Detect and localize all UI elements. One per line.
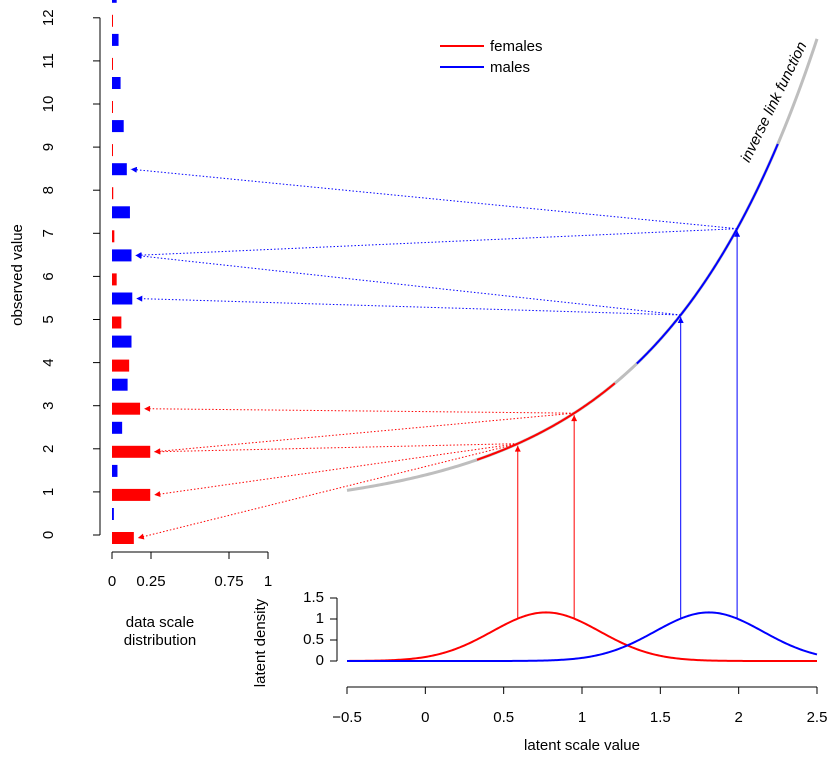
mapping-arrow-females-2 <box>154 443 518 455</box>
bar-females-8 <box>112 187 114 200</box>
inverse-link-females <box>476 382 616 461</box>
bar-females-0 <box>112 532 134 544</box>
x-tick-label-1: 0.25 <box>136 573 165 590</box>
data-scale-bars <box>112 0 151 544</box>
latent-densities <box>347 611 818 662</box>
bar-males-1 <box>112 464 118 477</box>
bar-females-9 <box>112 144 113 157</box>
y-tick-label-3: 3 <box>40 402 57 410</box>
mapping-arrow-females-0 <box>137 443 518 540</box>
y-tick-label-1: 1 <box>40 488 57 496</box>
latent-x-tick-label-4: 1.5 <box>650 709 671 726</box>
bar-males-5 <box>112 292 133 305</box>
y-tick-label-10: 10 <box>40 96 57 113</box>
legend-label-females: females <box>490 38 543 55</box>
latent-scale-title: latent scale value <box>524 737 640 754</box>
latent-x-tick-label-3: 1 <box>578 709 586 726</box>
latent-x-tick-label-6: 2.5 <box>807 709 828 726</box>
mapping-arrow-males-5 <box>136 295 681 316</box>
latent-x-tick-label-1: 0 <box>421 709 429 726</box>
bar-males-7 <box>112 206 130 219</box>
y-tick-label-8: 8 <box>40 186 57 194</box>
density-females <box>347 611 817 662</box>
x-tick-label-3: 1 <box>264 573 272 590</box>
bar-males-9 <box>112 120 124 133</box>
y-tick-label-7: 7 <box>40 229 57 237</box>
mapping-arrow-females-1 <box>154 443 518 498</box>
density-y-tick-label-0: 0 <box>316 652 324 669</box>
legend-label-males: males <box>490 59 530 76</box>
bar-females-7 <box>112 230 115 243</box>
legend: females males <box>440 38 543 76</box>
x-tick-label-0: 0 <box>108 573 116 590</box>
mapping-arrows <box>130 166 741 619</box>
bar-males-8 <box>112 163 127 176</box>
y-tick-label-12: 12 <box>40 9 57 26</box>
mapping-arrow-females-3 <box>144 405 575 414</box>
y-tick-label-6: 6 <box>40 272 57 280</box>
bar-females-12 <box>112 14 113 27</box>
bar-males-2 <box>112 421 123 434</box>
bar-females-11 <box>112 57 113 70</box>
inverse-link-curve <box>346 38 819 492</box>
y-tick-label-11: 11 <box>40 53 57 69</box>
bar-females-4 <box>112 359 130 372</box>
mapping-arrow-males-6 <box>135 228 738 259</box>
bar-males-12 <box>112 0 117 3</box>
density-y-tick-label-2: 1 <box>316 610 324 627</box>
bar-males-0 <box>112 508 114 520</box>
mapping-arrow-males-8 <box>130 166 738 230</box>
density-males <box>347 611 818 662</box>
inverse-link-full <box>346 38 819 492</box>
x-tick-label-2: 0.75 <box>214 573 243 590</box>
bar-females-2 <box>112 445 151 458</box>
density-y-tick-label-1: 0.5 <box>303 631 324 648</box>
bar-females-1 <box>112 488 151 501</box>
bar-females-10 <box>112 101 113 113</box>
latent-x-tick-label-2: 0.5 <box>493 709 514 726</box>
y-tick-label-0: 0 <box>40 531 57 539</box>
x-axis-title-line-1: data scale <box>126 614 194 631</box>
latent-x-tick-label-5: 2 <box>734 709 742 726</box>
inverse-link-annotation: inverse link function <box>737 39 810 165</box>
y-tick-label-9: 9 <box>40 143 57 151</box>
y-tick-label-2: 2 <box>40 445 57 453</box>
mapping-arrow-males-6 <box>135 253 681 316</box>
mapping-arrow-females-2 <box>154 412 575 455</box>
inverse-link-males <box>636 143 779 365</box>
bar-males-11 <box>112 33 119 46</box>
bar-males-4 <box>112 335 132 348</box>
x-axis-title-line-2: distribution <box>124 632 197 649</box>
bar-males-10 <box>112 77 121 89</box>
density-y-tick-label-3: 1.5 <box>303 589 324 606</box>
bar-females-6 <box>112 273 117 286</box>
latent-density-title: latent density <box>252 598 269 687</box>
y-tick-label-4: 4 <box>40 358 57 366</box>
bar-females-5 <box>112 316 122 329</box>
bar-females-3 <box>112 402 141 415</box>
y-tick-label-5: 5 <box>40 315 57 323</box>
latent-axes: 0 0.5 1 1.5 −0.5 0 0.5 1 1.5 2 2.5 <box>303 589 827 726</box>
bar-males-6 <box>112 249 132 262</box>
latent-x-tick-label-0: −0.5 <box>332 709 362 726</box>
y-axis-title: observed value <box>9 224 26 326</box>
bar-males-3 <box>112 378 128 391</box>
